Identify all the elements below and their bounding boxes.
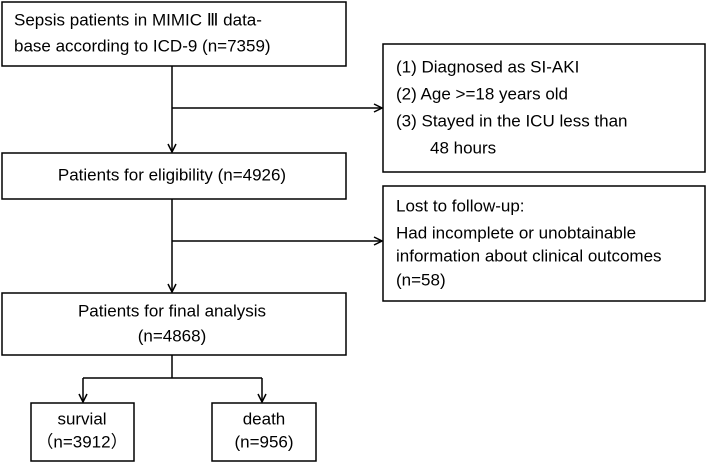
node-text: (1) Diagnosed as SI-AKI bbox=[396, 57, 579, 76]
box bbox=[382, 43, 706, 173]
box bbox=[1, 292, 347, 356]
node-text: (3) Stayed in the ICU less than bbox=[396, 111, 628, 130]
node-text: Patients for eligibility (n=4926) bbox=[58, 165, 286, 184]
node-text: Had incomplete or unobtainable bbox=[396, 223, 636, 242]
node-text: (2) Age >=18 years old bbox=[396, 84, 568, 103]
node-text: (n=58) bbox=[396, 270, 446, 289]
node-text: Sepsis patients in MIMIC Ⅲ data- bbox=[14, 10, 262, 29]
node-text: Patients for final analysis bbox=[78, 301, 266, 320]
connectors bbox=[83, 66, 382, 402]
node-text: （n=3912） bbox=[36, 432, 127, 451]
node-text: survial bbox=[57, 409, 106, 428]
node-text: Lost to follow-up: bbox=[396, 196, 525, 215]
box bbox=[30, 402, 135, 462]
node-text: base according to ICD-9 (n=7359) bbox=[14, 36, 271, 55]
box bbox=[382, 185, 706, 302]
node-text: (n=4868) bbox=[138, 326, 207, 345]
node-text: (n=956) bbox=[234, 432, 293, 451]
box bbox=[1, 1, 347, 67]
node-text: death bbox=[243, 409, 286, 428]
box bbox=[211, 402, 317, 462]
node-text: 48 hours bbox=[430, 138, 496, 157]
node-text: information about clinical outcomes bbox=[396, 246, 662, 265]
box bbox=[1, 152, 347, 200]
